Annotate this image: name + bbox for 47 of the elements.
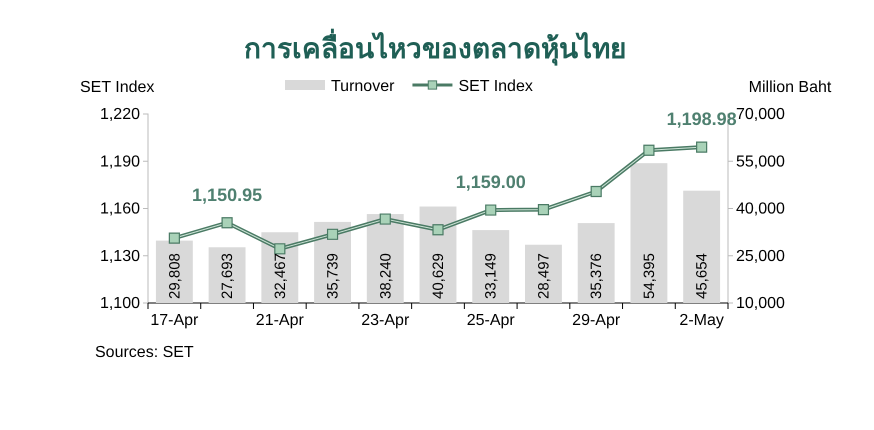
x-tick-label: 17-Apr: [150, 312, 200, 330]
data-label: 38,240: [377, 253, 394, 299]
point: [274, 243, 286, 254]
legend-label: SET Index: [458, 78, 533, 95]
y-tick-label: 1,190: [100, 153, 140, 170]
data-label: 28,497: [535, 253, 552, 299]
data-label: 33,149: [482, 253, 500, 299]
point: [696, 142, 708, 153]
y2-tick-label: 55,000: [736, 153, 786, 170]
x-tick-label: 25-Apr: [466, 312, 516, 330]
y-tick-label: 1,130: [100, 248, 140, 265]
data-label: 1,198.98: [666, 109, 737, 130]
legend-label: Turnover: [331, 78, 396, 95]
x-tick-label: 23-Apr: [361, 312, 410, 330]
y2-tick-label: 25,000: [736, 248, 786, 265]
point: [538, 204, 550, 216]
data-label: 1,159.00: [456, 172, 526, 192]
point: [432, 224, 444, 236]
y2-axis-title: Million Baht: [748, 79, 832, 96]
data-label: 35,376: [588, 253, 606, 299]
chart-title: การเคลื่อนไหวของตลาดหุ้นไทย: [244, 28, 626, 66]
data-label: 40,629: [430, 253, 447, 299]
y2-tick-label: 10,000: [736, 295, 786, 312]
point: [168, 232, 180, 244]
data-label: 35,739: [324, 253, 342, 299]
point: [326, 228, 338, 240]
x-tick-label: 29-Apr: [572, 312, 621, 330]
x-tick-label: 2-May: [679, 312, 724, 330]
point: [643, 144, 655, 156]
data-label: 27,693: [219, 253, 236, 299]
y-axis-title: SET Index: [80, 79, 154, 96]
y-tick-label: 1,220: [100, 106, 140, 124]
point: [380, 213, 391, 225]
point: [485, 204, 496, 216]
data-label: 54,395: [640, 253, 658, 299]
y-tick-label: 1,100: [100, 295, 140, 312]
point: [590, 186, 602, 198]
data-label: 32,467: [272, 253, 289, 299]
y-tick-label: 1,160: [100, 200, 140, 218]
y2-tick-label: 40,000: [736, 200, 786, 218]
data-label: 45,654: [694, 253, 711, 299]
x-tick-label: 21-Apr: [256, 312, 304, 330]
point: [221, 217, 233, 228]
data-label: 1,150.95: [192, 184, 262, 205]
data-label: 29,808: [166, 253, 184, 299]
source-note: Sources: SET: [95, 344, 194, 361]
y2-tick-label: 70,000: [736, 106, 786, 124]
